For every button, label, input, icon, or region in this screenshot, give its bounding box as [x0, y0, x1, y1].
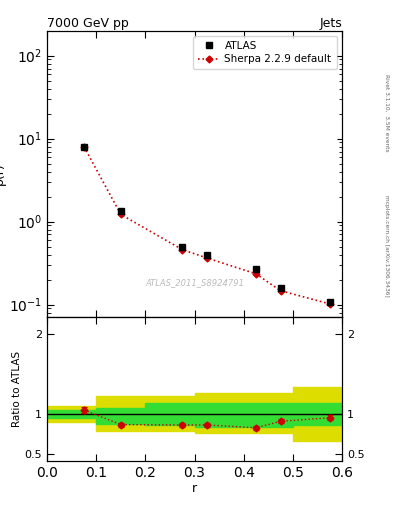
Text: mcplots.cern.ch [arXiv:1306.3436]: mcplots.cern.ch [arXiv:1306.3436]: [384, 195, 389, 296]
ATLAS: [253, 266, 258, 272]
Legend: ATLAS, Sherpa 2.2.9 default: ATLAS, Sherpa 2.2.9 default: [193, 36, 337, 70]
ATLAS: [180, 244, 185, 250]
Sherpa 2.2.9 default: [180, 247, 185, 253]
Text: ATLAS_2011_S8924791: ATLAS_2011_S8924791: [145, 279, 244, 288]
Sherpa 2.2.9 default: [278, 288, 283, 294]
Sherpa 2.2.9 default: [327, 301, 332, 307]
Text: Jets: Jets: [319, 16, 342, 30]
Sherpa 2.2.9 default: [253, 271, 258, 277]
Sherpa 2.2.9 default: [204, 255, 209, 261]
Text: Rivet 3.1.10,  3.5M events: Rivet 3.1.10, 3.5M events: [384, 74, 389, 152]
ATLAS: [82, 144, 86, 150]
Sherpa 2.2.9 default: [82, 144, 86, 150]
Sherpa 2.2.9 default: [119, 211, 123, 218]
ATLAS: [204, 252, 209, 258]
ATLAS: [327, 299, 332, 305]
ATLAS: [119, 208, 123, 214]
Text: 7000 GeV pp: 7000 GeV pp: [47, 16, 129, 30]
Y-axis label: ρ(r): ρ(r): [0, 163, 6, 185]
Line: Sherpa 2.2.9 default: Sherpa 2.2.9 default: [82, 144, 332, 306]
Y-axis label: Ratio to ATLAS: Ratio to ATLAS: [12, 351, 22, 427]
ATLAS: [278, 285, 283, 291]
X-axis label: r: r: [192, 482, 197, 496]
Line: ATLAS: ATLAS: [81, 143, 333, 306]
